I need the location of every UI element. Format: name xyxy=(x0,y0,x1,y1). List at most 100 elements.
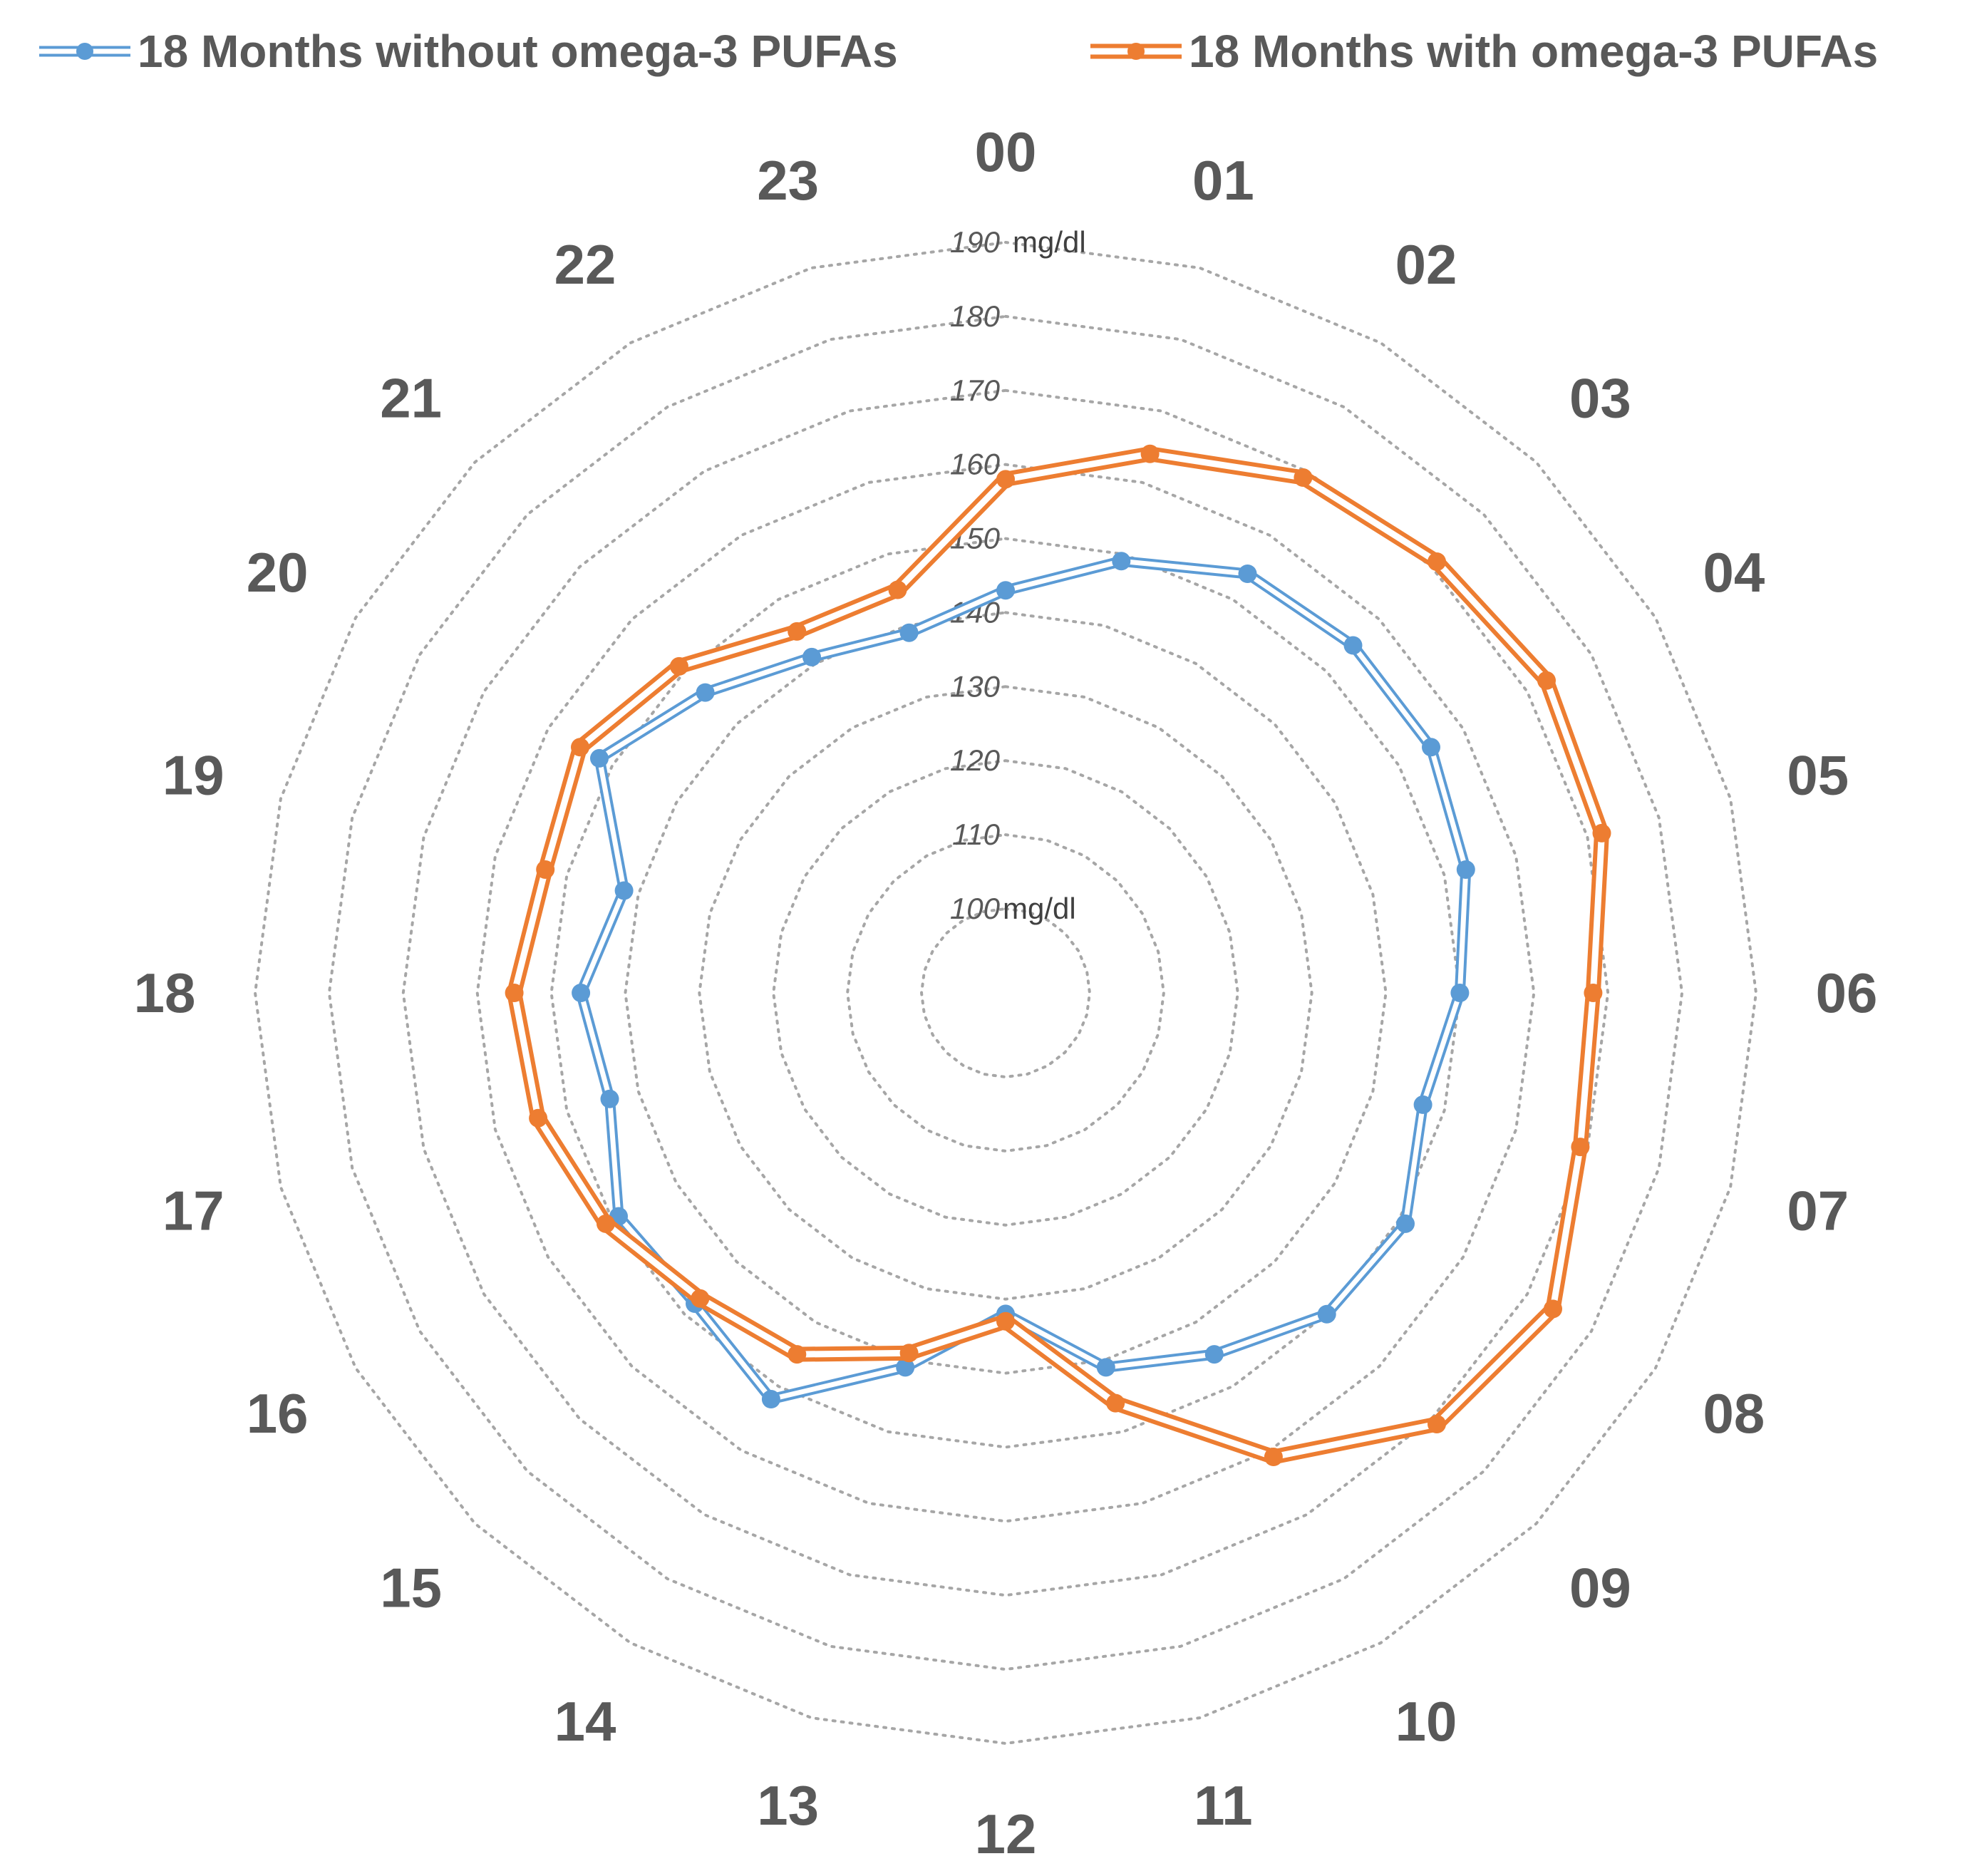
grid-ring-190 xyxy=(253,240,1758,1746)
hour-label-22: 22 xyxy=(554,233,616,296)
data-point-s1-04 xyxy=(1422,738,1440,757)
data-point-s1-05 xyxy=(1456,860,1475,879)
data-point-s2-18 xyxy=(505,984,524,1002)
hour-label-17: 17 xyxy=(162,1179,224,1242)
grid-ring-120 xyxy=(772,759,1239,1227)
data-point-s1-19 xyxy=(614,881,634,900)
legend-marker-1 xyxy=(76,43,93,60)
grid-ring-140 xyxy=(624,611,1388,1375)
data-point-s1-23 xyxy=(899,623,919,642)
data-point-s2-12 xyxy=(996,1311,1015,1331)
data-point-s2-02 xyxy=(1294,468,1313,487)
data-point-s2-09 xyxy=(1428,1415,1446,1433)
legend[interactable]: 18 Months without omega-3 PUFAs 18 Months… xyxy=(39,26,1878,77)
hour-label-21: 21 xyxy=(380,367,442,430)
data-point-s1-11 xyxy=(1096,1358,1115,1377)
data-point-s1-02 xyxy=(1238,565,1257,583)
hour-label-18: 18 xyxy=(134,962,196,1024)
tick-label-190: 190 xyxy=(950,225,1001,259)
data-point-s1-06 xyxy=(1450,984,1470,1002)
data-point-s2-13 xyxy=(899,1344,919,1363)
radar-grid xyxy=(253,240,1758,1746)
hour-label-03: 03 xyxy=(1569,367,1631,430)
data-point-s2-08 xyxy=(1544,1299,1562,1319)
hour-label-01: 01 xyxy=(1192,149,1254,212)
data-point-s1-01 xyxy=(1112,552,1131,571)
hour-label-06: 06 xyxy=(1816,962,1878,1024)
tick-label-120: 120 xyxy=(950,743,1001,777)
data-point-s2-01 xyxy=(1140,444,1160,463)
series-2 xyxy=(505,444,1611,1466)
legend-item-2[interactable]: 18 Months with omega-3 PUFAs xyxy=(1090,26,1878,77)
data-point-s1-00 xyxy=(996,581,1015,600)
data-point-s1-07 xyxy=(1413,1095,1432,1114)
data-point-s2-15 xyxy=(691,1289,710,1308)
data-point-s1-22 xyxy=(802,647,821,666)
data-point-s2-10 xyxy=(1264,1448,1283,1466)
data-point-s2-04 xyxy=(1537,671,1556,690)
tick-label-180: 180 xyxy=(950,299,1001,333)
data-point-s2-06 xyxy=(1584,984,1603,1002)
data-point-s2-00 xyxy=(996,470,1015,489)
hour-label-09: 09 xyxy=(1569,1556,1631,1619)
tick-unit-100: mg/dl xyxy=(1003,892,1076,925)
data-point-s2-05 xyxy=(1592,823,1611,842)
grid-ring-160 xyxy=(475,463,1536,1523)
hour-label-10: 10 xyxy=(1395,1690,1457,1753)
data-point-s1-21 xyxy=(696,683,715,702)
data-point-s1-17 xyxy=(600,1089,619,1108)
tick-label-160: 160 xyxy=(950,448,1001,481)
hour-label-14: 14 xyxy=(554,1690,616,1753)
hour-label-19: 19 xyxy=(162,744,224,807)
tick-label-130: 130 xyxy=(950,669,1001,703)
data-point-s2-14 xyxy=(788,1345,807,1364)
hour-label-16: 16 xyxy=(247,1382,309,1445)
data-point-s2-20 xyxy=(571,738,589,757)
data-point-s2-19 xyxy=(536,860,555,879)
hour-label-05: 05 xyxy=(1787,744,1849,807)
data-point-s1-03 xyxy=(1343,636,1363,655)
data-point-s2-22 xyxy=(788,622,807,641)
grid-ring-180 xyxy=(327,314,1684,1671)
tick-label-100: 100 xyxy=(950,892,1001,925)
tick-label-110: 110 xyxy=(952,818,1001,851)
hour-label-08: 08 xyxy=(1703,1382,1765,1445)
grid-ring-130 xyxy=(698,685,1313,1301)
grid-ring-100 xyxy=(919,907,1092,1079)
grid-ring-150 xyxy=(549,537,1462,1449)
hour-label-04: 04 xyxy=(1703,541,1765,604)
legend-label-2: 18 Months with omega-3 PUFAs xyxy=(1189,26,1878,77)
data-point-s1-14 xyxy=(761,1390,780,1408)
tick-unit-190: mg/dl xyxy=(1013,225,1086,259)
data-point-s1-09 xyxy=(1317,1304,1336,1324)
series-1 xyxy=(572,552,1475,1408)
hour-label-02: 02 xyxy=(1395,233,1457,296)
data-point-s1-08 xyxy=(1396,1214,1415,1233)
data-point-s1-13 xyxy=(896,1358,915,1377)
data-point-s2-11 xyxy=(1106,1393,1125,1413)
data-point-s1-20 xyxy=(590,748,609,768)
legend-marker-2 xyxy=(1127,43,1145,60)
hour-label-23: 23 xyxy=(757,149,819,212)
hour-labels: 00 01 02 03 04 05 06 07 08 09 10 11 12 13 14 15 16 17 18 19… xyxy=(134,120,1878,1865)
hour-label-20: 20 xyxy=(247,541,309,604)
data-point-s2-16 xyxy=(597,1214,615,1233)
hour-label-15: 15 xyxy=(380,1556,442,1619)
data-point-s2-21 xyxy=(669,656,688,676)
data-point-s1-18 xyxy=(572,984,591,1002)
hour-label-07: 07 xyxy=(1787,1179,1849,1242)
data-point-s1-10 xyxy=(1204,1345,1224,1364)
hour-label-13: 13 xyxy=(757,1774,819,1837)
data-series xyxy=(505,444,1611,1466)
data-point-s2-17 xyxy=(529,1108,548,1128)
hour-label-12: 12 xyxy=(975,1803,1037,1865)
legend-label-1: 18 Months without omega-3 PUFAs xyxy=(138,26,898,77)
grid-ring-110 xyxy=(846,833,1165,1153)
hour-label-00: 00 xyxy=(975,120,1037,183)
series-line-outer-1 xyxy=(575,555,1472,1406)
data-point-s2-03 xyxy=(1428,552,1446,571)
data-point-s2-07 xyxy=(1571,1138,1590,1157)
legend-item-1[interactable]: 18 Months without omega-3 PUFAs xyxy=(39,26,898,77)
